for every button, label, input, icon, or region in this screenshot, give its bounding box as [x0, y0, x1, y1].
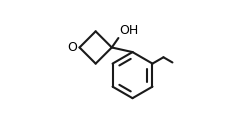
Text: OH: OH: [119, 24, 138, 37]
Text: O: O: [67, 41, 77, 54]
